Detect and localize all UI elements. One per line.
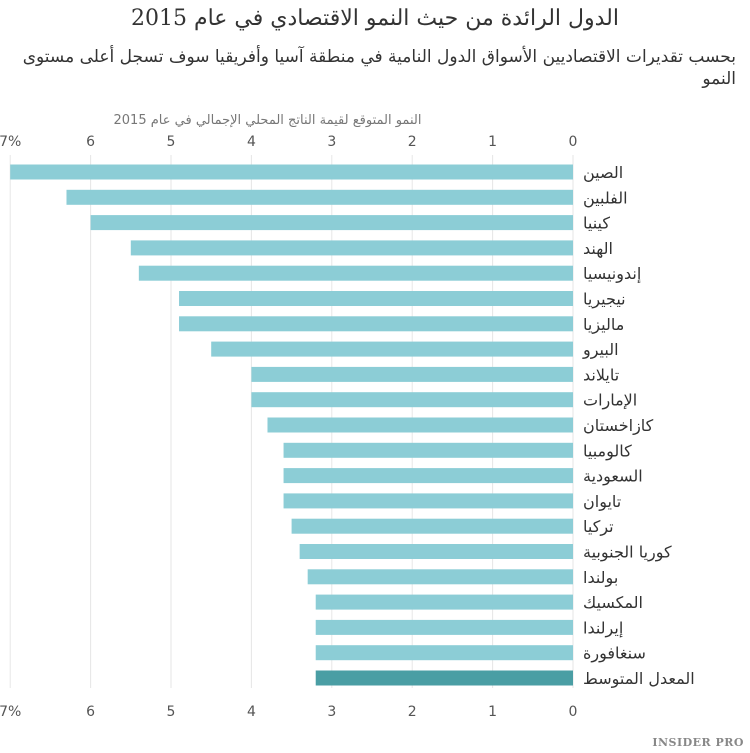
category-label: السعودية bbox=[583, 467, 643, 487]
chart-subtitle: بحسب تقديرات الاقتصاديين الأسواق الدول ا… bbox=[22, 47, 736, 89]
bar bbox=[179, 316, 574, 332]
tick-label-top: 1 bbox=[488, 134, 497, 150]
tick-label-bottom: 4 bbox=[247, 704, 256, 720]
tick-label-top: 7% bbox=[0, 134, 21, 150]
category-label: الصين bbox=[583, 163, 623, 183]
bar bbox=[315, 619, 573, 635]
bar bbox=[66, 189, 573, 205]
bar bbox=[291, 518, 573, 534]
category-label: ماليزيا bbox=[583, 315, 624, 335]
tick-label-bottom: 3 bbox=[327, 704, 336, 720]
bar bbox=[90, 215, 573, 231]
category-label: تركيا bbox=[583, 517, 614, 537]
category-label: كالومبيا bbox=[583, 441, 632, 461]
chart-title: الدول الرائدة من حيث النمو الاقتصادي في … bbox=[130, 6, 619, 31]
bar bbox=[315, 670, 573, 686]
tick-label-top: 3 bbox=[327, 134, 336, 150]
insider-pro-logo: INSIDER PRO bbox=[652, 736, 744, 749]
bar bbox=[283, 493, 573, 509]
bar bbox=[299, 544, 573, 559]
tick-label-bottom: 0 bbox=[569, 704, 578, 720]
bar bbox=[283, 468, 573, 484]
bar bbox=[251, 366, 573, 382]
category-label: الفلبين bbox=[583, 188, 628, 208]
category-label: تايوان bbox=[583, 492, 621, 512]
tick-label-top: 4 bbox=[247, 134, 256, 150]
category-label: الإمارات bbox=[583, 391, 637, 411]
bar bbox=[283, 442, 573, 458]
x-axis-title: النمو المتوقع لقيمة الناتج المحلي الإجما… bbox=[114, 113, 422, 128]
bar bbox=[315, 645, 573, 661]
category-label: الهند bbox=[583, 239, 613, 259]
category-label: المعدل المتوسط bbox=[583, 669, 695, 689]
category-label: كينيا bbox=[583, 214, 610, 233]
tick-label-top: 5 bbox=[167, 134, 176, 150]
bar bbox=[179, 291, 574, 306]
category-label: كازاخستان bbox=[583, 416, 654, 436]
bar bbox=[315, 594, 573, 610]
tick-label-top: 6 bbox=[86, 134, 95, 150]
category-label: البيرو bbox=[582, 340, 619, 360]
tick-label-bottom: 6 bbox=[86, 704, 95, 720]
tick-label-top: 0 bbox=[569, 134, 578, 150]
bar bbox=[211, 341, 573, 357]
tick-label-bottom: 5 bbox=[167, 704, 176, 720]
tick-label-bottom: 1 bbox=[488, 704, 497, 720]
category-label: إيرلندا bbox=[583, 618, 623, 638]
category-label: إندونيسيا bbox=[583, 264, 641, 284]
tick-label-bottom: 7% bbox=[0, 704, 21, 720]
category-label: المكسيك bbox=[583, 593, 643, 612]
category-label: كوريا الجنوبية bbox=[583, 543, 672, 563]
category-label: نيجيريا bbox=[583, 290, 626, 310]
bar bbox=[267, 417, 573, 433]
category-label: تايلاند bbox=[583, 365, 619, 384]
category-label: سنغافورة bbox=[583, 644, 646, 664]
bar bbox=[251, 392, 573, 408]
tick-label-top: 2 bbox=[408, 134, 417, 150]
bar bbox=[138, 265, 573, 281]
bar bbox=[10, 164, 573, 180]
tick-label-bottom: 2 bbox=[408, 704, 417, 720]
bar bbox=[130, 240, 574, 256]
category-label: بولندا bbox=[583, 568, 618, 588]
bar bbox=[307, 569, 573, 585]
